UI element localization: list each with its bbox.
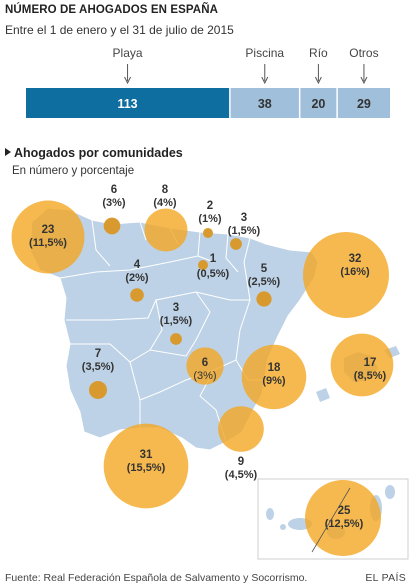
region-value-label: 8 [162, 184, 169, 196]
region-pct-label: (1,5%) [160, 315, 193, 327]
region-bubble [203, 228, 213, 238]
region-value-label: 6 [202, 357, 208, 369]
region-value-label: 3 [173, 302, 179, 314]
region-bubble [256, 291, 272, 307]
region-bubble [241, 344, 307, 410]
la-palma-shape [266, 508, 274, 520]
la-gomera-shape [280, 524, 286, 530]
bubble-map-chart: 23(11,5%)6(3%)8(4%) 2(1%) 3(1,5%)1(0,5%)4(… [11, 184, 409, 560]
region-bubble [170, 333, 182, 345]
region-pct-label: (15,5%) [127, 462, 166, 474]
region-value-label: 17 [364, 357, 377, 369]
region-bubble [103, 217, 121, 235]
bar-value-label: 38 [258, 97, 272, 111]
region-pct-label: (0,5%) [197, 268, 230, 280]
region-bubble [218, 406, 264, 452]
bar-value-label: 113 [117, 97, 137, 111]
category-label: Otros [349, 46, 378, 60]
region-bubble [303, 232, 389, 318]
region-pct-label: (9%) [262, 375, 286, 387]
arrow-head-icon [360, 76, 368, 85]
region-value-label: 23 [42, 224, 55, 236]
region-value-label: 18 [268, 362, 281, 374]
region-bubble [144, 208, 188, 252]
category-label: Playa [113, 46, 143, 60]
region-pct-label: (2%) [125, 272, 149, 284]
region-value-label: 25 [338, 505, 351, 517]
region-value-label: 4 [134, 259, 141, 271]
region-bubble [305, 480, 381, 556]
bar-value-label: 20 [311, 97, 325, 111]
arrow-head-icon [261, 76, 269, 85]
region-value-label: 5 [261, 263, 268, 275]
page-title: NÚMERO DE AHOGADOS EN ESPAÑA [5, 4, 219, 16]
region-bubble [230, 238, 242, 250]
section-title-text: Ahogados por comunidades [14, 146, 183, 160]
region-bubble [103, 423, 189, 509]
region-bubble [330, 333, 394, 397]
bar-piscina [230, 88, 299, 118]
region-value-label: 1 [210, 253, 217, 265]
region-pct-label: (2,5%) [248, 276, 281, 288]
section-title: Ahogados por comunidades [5, 146, 183, 160]
bar-rio [300, 88, 337, 118]
arrow-head-icon [124, 76, 132, 85]
region-pct-label: (3%) [193, 370, 216, 382]
region-pct-label: (16%) [340, 266, 370, 278]
source-note: Fuente: Real Federación Española de Salv… [5, 572, 308, 584]
canary-inset-frame [257, 478, 409, 560]
bubbles-layer: 23(11,5%)6(3%)8(4%) 2(1%) 3(1,5%)1(0,5%)4(… [11, 184, 394, 556]
region-bubble [11, 200, 85, 274]
region-value-label: 2 [207, 200, 213, 212]
region-pct-label: (8,5%) [354, 370, 387, 382]
region-bubble [198, 260, 208, 270]
page-subtitle: Entre el 1 de enero y el 31 de julio de … [5, 23, 234, 37]
region-bubble [130, 288, 144, 302]
region-value-label: 32 [349, 253, 362, 265]
region-value-label: 7 [95, 348, 101, 360]
brand-logo: EL PAÍS [365, 572, 406, 584]
region-pct-label: (4%) [153, 197, 177, 209]
region-value-label: 6 [111, 184, 117, 196]
section-subtitle: En número y porcentaje [12, 165, 135, 177]
region-pct-label: (4,5%) [225, 469, 258, 481]
bar-otros [337, 88, 390, 118]
category-label: Piscina [245, 46, 284, 60]
region-value-label: 9 [238, 456, 244, 468]
category-label: Río [309, 46, 328, 60]
region-pct-label: (3,5%) [82, 361, 115, 373]
triangle-bullet-icon [5, 148, 11, 156]
stacked-bar-chart: 113 Playa 38 Piscina 20 Río 29 Otros [26, 46, 390, 118]
region-pct-label: (12,5%) [325, 518, 364, 530]
canary-divider-line [311, 487, 351, 553]
region-pct-label: (1,5%) [228, 225, 261, 237]
arrow-head-icon [314, 76, 322, 85]
region-borders [59, 219, 264, 443]
region-value-label: 31 [140, 449, 153, 461]
bar-playa [26, 88, 230, 118]
ibiza-shape [316, 388, 330, 402]
region-value-label: 3 [241, 212, 247, 224]
region-bubble [186, 347, 224, 385]
region-pct-label: (11,5%) [29, 237, 67, 249]
region-pct-label: (3%) [102, 197, 126, 209]
region-pct-label: (1%) [198, 213, 222, 225]
bar-value-label: 29 [357, 97, 371, 111]
region-bubble [89, 381, 107, 399]
lanzarote-shape [385, 485, 395, 499]
